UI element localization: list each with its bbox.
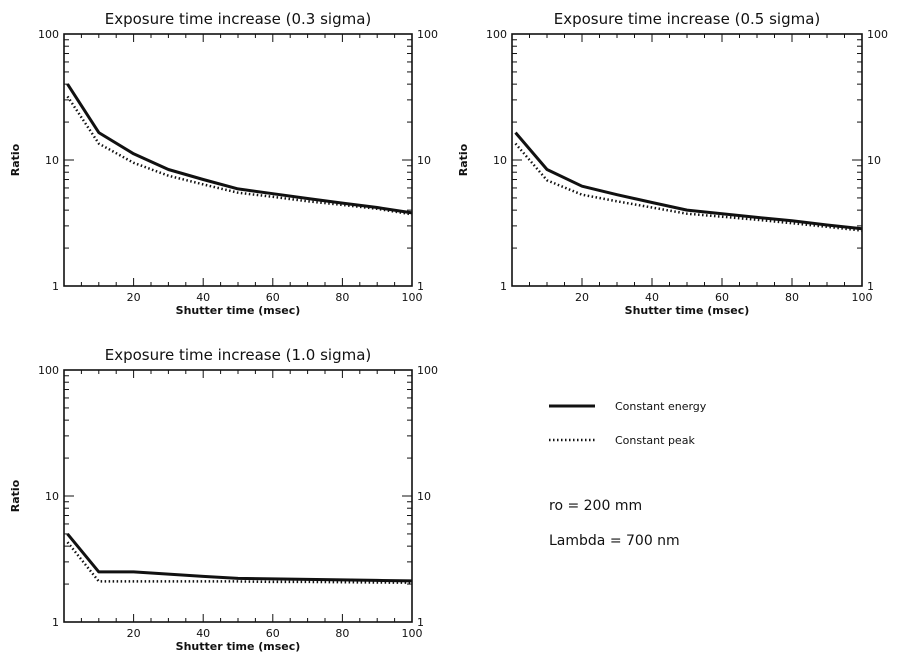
series-line-constant-energy: [514, 131, 863, 231]
x-tick-label: 60: [715, 291, 729, 304]
x-tick-label: 80: [785, 291, 799, 304]
y-tick-label-right: 10: [867, 154, 881, 167]
y-tick-label-right: 1: [867, 280, 874, 293]
chart-panel-2: Exposure time increase (0.5 sigma) 20 40 60…: [457, 10, 888, 317]
y-tick-label: 100: [486, 28, 507, 41]
y-tick-label: 10: [493, 154, 507, 167]
y-tick-label: 100: [38, 364, 59, 377]
x-tick-label: 40: [196, 627, 210, 640]
x-tick-label: 40: [645, 291, 659, 304]
plot-frame: [63, 369, 413, 623]
x-axis-label: Shutter time (msec): [176, 304, 301, 317]
chart-panel-1: Exposure time increase (0.3 sigma) 20 40 60…: [9, 10, 438, 317]
y-tick-label: 1: [52, 616, 59, 629]
x-tick-label: 80: [335, 627, 349, 640]
y-tick-label-right: 10: [417, 490, 431, 503]
y-tick-label: 10: [45, 154, 59, 167]
chart-title: Exposure time increase (1.0 sigma): [105, 346, 372, 364]
series-line-constant-peak: [514, 142, 863, 232]
y-tick-label-right: 1: [417, 280, 424, 293]
x-tick-label: 60: [266, 291, 280, 304]
x-tick-label: 20: [127, 627, 141, 640]
legend-label-constant-peak: Constant peak: [615, 434, 695, 447]
y-tick-label-right: 10: [417, 154, 431, 167]
x-tick-label: 40: [196, 291, 210, 304]
y-axis-label: Ratio: [9, 479, 22, 512]
plot-frame: [511, 33, 863, 287]
x-axis-label: Shutter time (msec): [625, 304, 750, 317]
x-tick-label: 20: [127, 291, 141, 304]
y-tick-label: 10: [45, 490, 59, 503]
y-tick-label-right: 100: [417, 364, 438, 377]
x-tick-label: 100: [852, 291, 873, 304]
x-tick-label: 80: [335, 291, 349, 304]
y-axis-label: Ratio: [9, 143, 22, 176]
x-axis-label: Shutter time (msec): [176, 640, 301, 653]
x-tick-label: 60: [266, 627, 280, 640]
plot-frame: [63, 33, 413, 287]
series-line-constant-energy: [66, 83, 413, 215]
chart-title: Exposure time increase (0.3 sigma): [105, 10, 372, 28]
chart-title: Exposure time increase (0.5 sigma): [554, 10, 821, 28]
y-tick-label: 1: [52, 280, 59, 293]
series-line-constant-peak: [66, 95, 413, 216]
x-tick-label: 20: [575, 291, 589, 304]
annotation-ro: ro = 200 mm: [549, 498, 642, 514]
series-line-constant-peak: [66, 541, 413, 584]
legend-label-constant-energy: Constant energy: [615, 400, 707, 413]
series-line-constant-energy: [66, 532, 413, 583]
legend: Constant energy Constant peak: [549, 400, 707, 447]
chart-panel-3: Exposure time increase (1.0 sigma) 20 40 60…: [9, 346, 438, 653]
y-tick-label: 1: [500, 280, 507, 293]
y-tick-label: 100: [38, 28, 59, 41]
y-tick-label-right: 100: [867, 28, 888, 41]
x-tick-label: 100: [402, 291, 423, 304]
y-tick-label-right: 100: [417, 28, 438, 41]
y-tick-label-right: 1: [417, 616, 424, 629]
x-tick-label: 100: [402, 627, 423, 640]
y-axis-label: Ratio: [457, 143, 470, 176]
annotation-lambda: Lambda = 700 nm: [549, 533, 680, 549]
